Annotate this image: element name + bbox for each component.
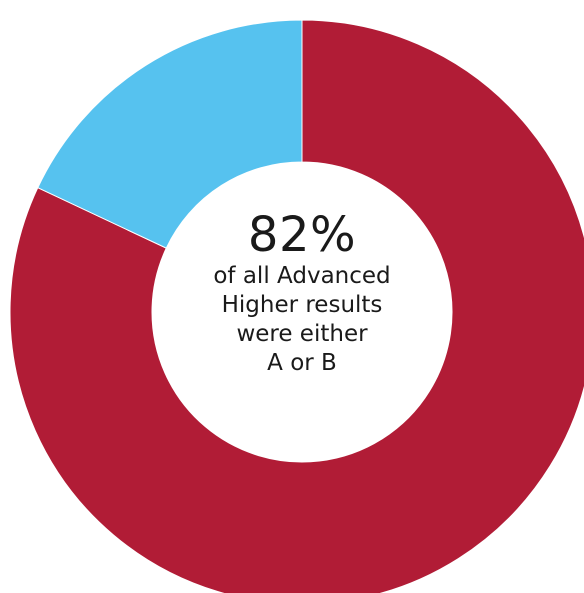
donut-slice-1 xyxy=(9,19,584,593)
donut-slices xyxy=(9,19,584,593)
donut-slice-2 xyxy=(37,19,303,249)
